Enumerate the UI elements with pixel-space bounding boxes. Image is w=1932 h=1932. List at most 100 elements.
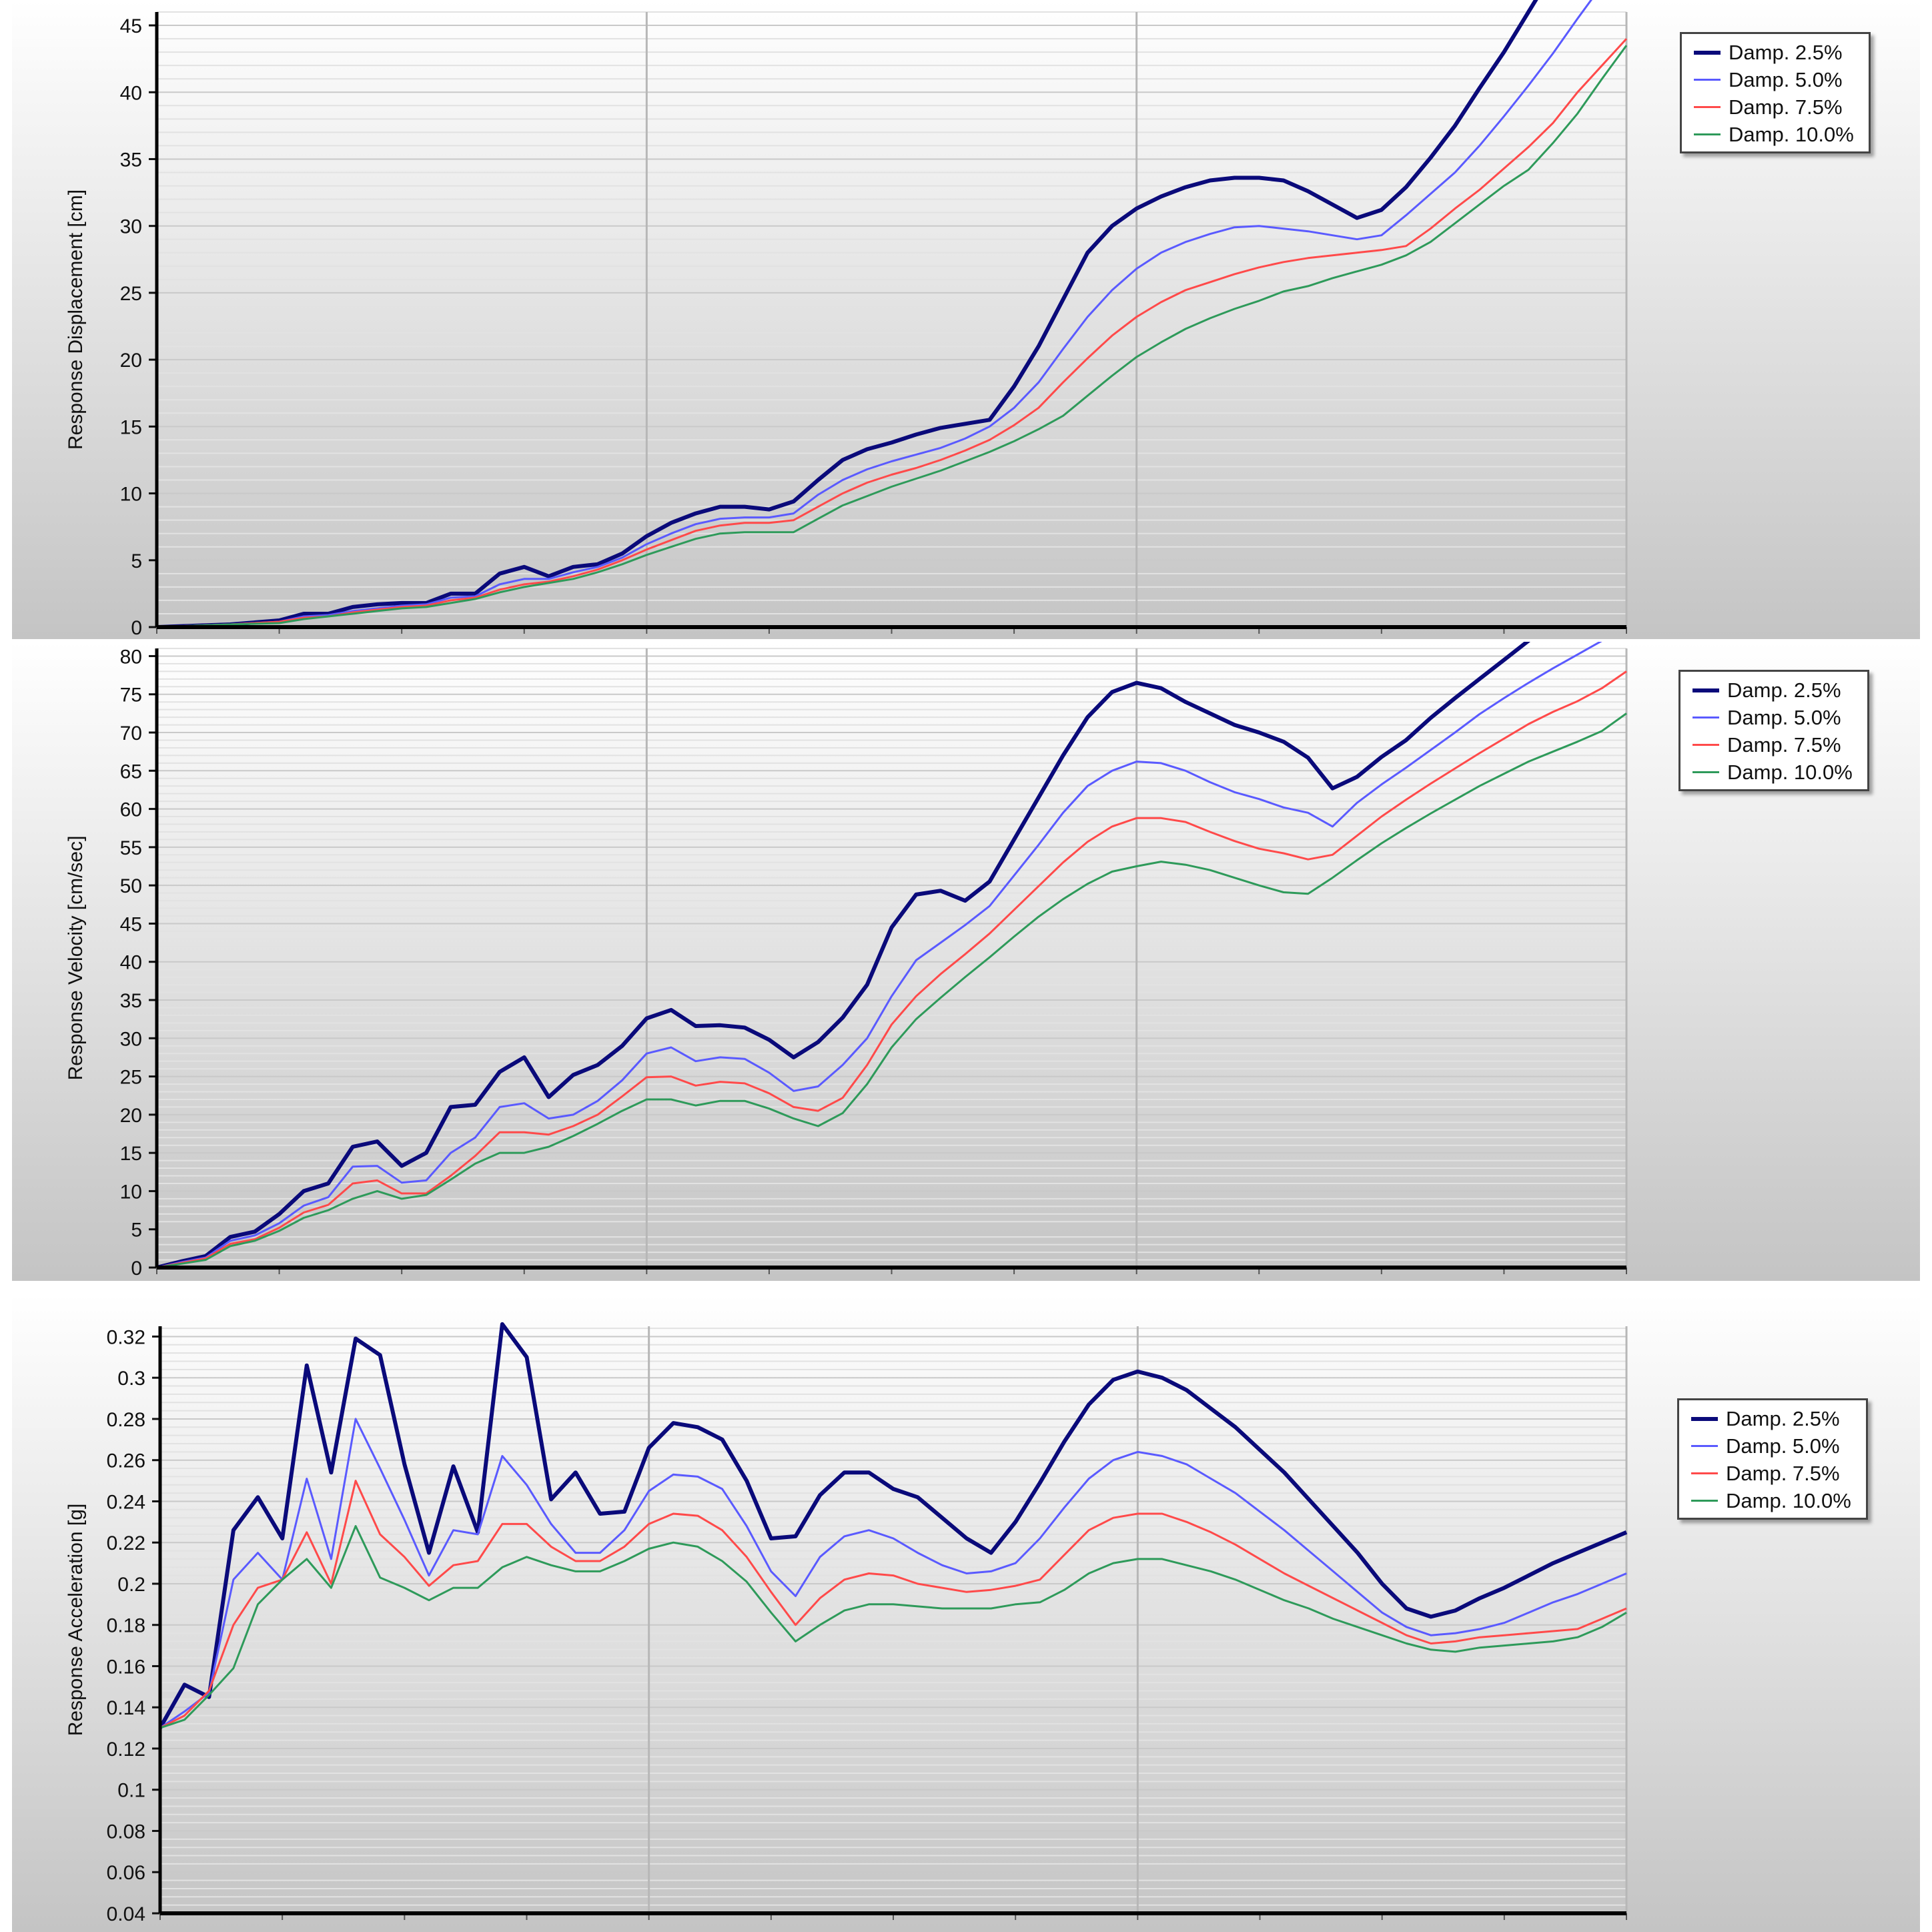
y-axis-label: Response Velocity [cm/sec] (65, 836, 87, 1081)
legend-label: Damp. 10.0% (1726, 1488, 1851, 1512)
series-line-3 (160, 1480, 1627, 1729)
legend-item: Damp. 5.0% (1691, 1432, 1840, 1458)
y-tick-label: 0.06 (107, 1862, 145, 1884)
y-tick-label: 75 (120, 684, 142, 706)
velocity-chart-panel: 0 5 10 15 20 25 30 35 40 45 50 55 60 65 70 75 80 Response… (12, 642, 1920, 1281)
series-line-3 (157, 670, 1627, 1269)
series-line-1 (157, 0, 1538, 628)
y-axis-label: Response Acceleration [g] (65, 1504, 87, 1737)
y-tick-label: 15 (120, 416, 142, 438)
y-tick-label: 10 (120, 484, 142, 506)
displacement-chart-panel: 0 5 10 15 20 25 30 35 40 45 Response Displacement … (12, 0, 1920, 639)
legend-label: Damp. 2.5% (1727, 678, 1841, 702)
series-line-2 (160, 1418, 1627, 1729)
legend-swatch (1694, 79, 1721, 81)
legend-label: Damp. 2.5% (1726, 1406, 1840, 1430)
legend-item: Damp. 10.0% (1693, 758, 1853, 785)
series-line-1 (157, 642, 1530, 1269)
y-tick-label: 0.24 (107, 1491, 145, 1513)
legend-label: Damp. 7.5% (1727, 733, 1841, 757)
y-tick-label: 40 (120, 82, 142, 104)
legend-label: Damp. 2.5% (1729, 40, 1843, 64)
y-tick-label: 55 (120, 837, 142, 859)
y-tick-label: 0.1 (117, 1780, 145, 1802)
y-axis-label: Response Displacement [cm] (65, 189, 87, 450)
y-tick-label: 0 (131, 1258, 142, 1280)
legend-swatch (1691, 1500, 1718, 1502)
series-line-4 (157, 712, 1627, 1269)
y-tick-label: 40 (120, 952, 142, 974)
legend-swatch (1693, 688, 1719, 692)
y-tick-label: 0.2 (117, 1574, 145, 1596)
legend-label: Damp. 5.0% (1726, 1434, 1840, 1458)
legend-swatch (1691, 1472, 1718, 1475)
displacement-legend: Damp. 2.5% Damp. 5.0% Damp. 7.5% Damp. 10.0… (1680, 32, 1871, 153)
y-tick-label: 0 (131, 617, 142, 639)
y-tick-label: 0.22 (107, 1532, 145, 1554)
y-tick-label: 80 (120, 646, 142, 668)
legend-item: Damp. 7.5% (1693, 731, 1841, 757)
legend-swatch (1694, 133, 1721, 136)
series-line-4 (157, 45, 1628, 628)
legend-item: Damp. 2.5% (1694, 38, 1843, 65)
legend-item: Damp. 7.5% (1694, 93, 1843, 119)
legend-label: Damp. 5.0% (1729, 67, 1843, 91)
acceleration-chart: 0.04 0.06 0.08 0.1 0.12 0.14 0.16 0.18 0.2 0.22 0.… (65, 1322, 1628, 1925)
y-tick-label: 25 (120, 283, 142, 305)
y-tick-label: 20 (120, 350, 142, 372)
legend-item: Damp. 5.0% (1694, 65, 1843, 92)
series-line-2 (157, 642, 1602, 1269)
y-tick-label: 0.32 (107, 1326, 145, 1348)
series-line-4 (160, 1525, 1627, 1729)
series-line-3 (157, 38, 1628, 628)
legend-swatch (1691, 1416, 1718, 1421)
y-tick-label: 60 (120, 799, 142, 821)
series-line-2 (157, 0, 1592, 628)
series-line-1 (160, 1322, 1628, 1729)
y-tick-label: 70 (120, 722, 142, 745)
y-tick-label: 65 (120, 761, 142, 783)
legend-swatch (1693, 771, 1719, 774)
legend-item: Damp. 2.5% (1691, 1404, 1840, 1431)
legend-label: Damp. 5.0% (1727, 705, 1841, 729)
legend-item: Damp. 7.5% (1691, 1459, 1840, 1486)
y-tick-label: 30 (120, 1028, 142, 1050)
legend-swatch (1694, 106, 1721, 109)
y-tick-label: 15 (120, 1143, 142, 1165)
legend-swatch (1693, 744, 1719, 747)
y-tick-label: 0.08 (107, 1821, 145, 1843)
legend-swatch (1693, 716, 1719, 719)
y-tick-label: 0.3 (117, 1368, 145, 1390)
y-tick-label: 0.28 (107, 1409, 145, 1431)
legend-swatch (1694, 50, 1721, 55)
chart-background (12, 1294, 1920, 1932)
legend-item: Damp. 5.0% (1693, 703, 1841, 730)
legend-item: Damp. 2.5% (1693, 676, 1841, 702)
y-tick-label: 20 (120, 1105, 142, 1127)
velocity-chart: 0 5 10 15 20 25 30 35 40 45 50 55 60 65 70 75 80 Response… (65, 642, 1628, 1280)
legend-label: Damp. 7.5% (1729, 95, 1843, 119)
y-tick-label: 0.14 (107, 1697, 145, 1719)
y-tick-label: 5 (131, 1220, 142, 1242)
y-tick-label: 35 (120, 149, 142, 171)
acceleration-chart-panel: 0.04 0.06 0.08 0.1 0.12 0.14 0.16 0.18 0.2 0.22 0.… (12, 1294, 1920, 1932)
legend-label: Damp. 10.0% (1729, 122, 1854, 146)
y-tick-label: 50 (120, 875, 142, 897)
legend-swatch (1691, 1445, 1718, 1448)
displacement-chart: 0 5 10 15 20 25 30 35 40 45 Response Displacement … (65, 0, 1628, 639)
legend-item: Damp. 10.0% (1691, 1486, 1851, 1513)
y-tick-label: 0.18 (107, 1615, 145, 1637)
y-tick-label: 0.16 (107, 1656, 145, 1678)
y-tick-label: 5 (131, 550, 142, 572)
y-tick-label: 0.12 (107, 1739, 145, 1761)
y-tick-label: 45 (120, 15, 142, 37)
y-tick-label: 0.04 (107, 1903, 145, 1925)
y-tick-label: 30 (120, 216, 142, 238)
velocity-legend: Damp. 2.5% Damp. 5.0% Damp. 7.5% Damp. 10.0… (1678, 670, 1869, 791)
legend-label: Damp. 7.5% (1726, 1461, 1840, 1485)
legend-item: Damp. 10.0% (1694, 120, 1854, 147)
y-tick-label: 0.26 (107, 1450, 145, 1472)
y-tick-label: 35 (120, 990, 142, 1012)
legend-label: Damp. 10.0% (1727, 760, 1853, 784)
acceleration-legend: Damp. 2.5% Damp. 5.0% Damp. 7.5% Damp. 10.0… (1677, 1398, 1868, 1520)
